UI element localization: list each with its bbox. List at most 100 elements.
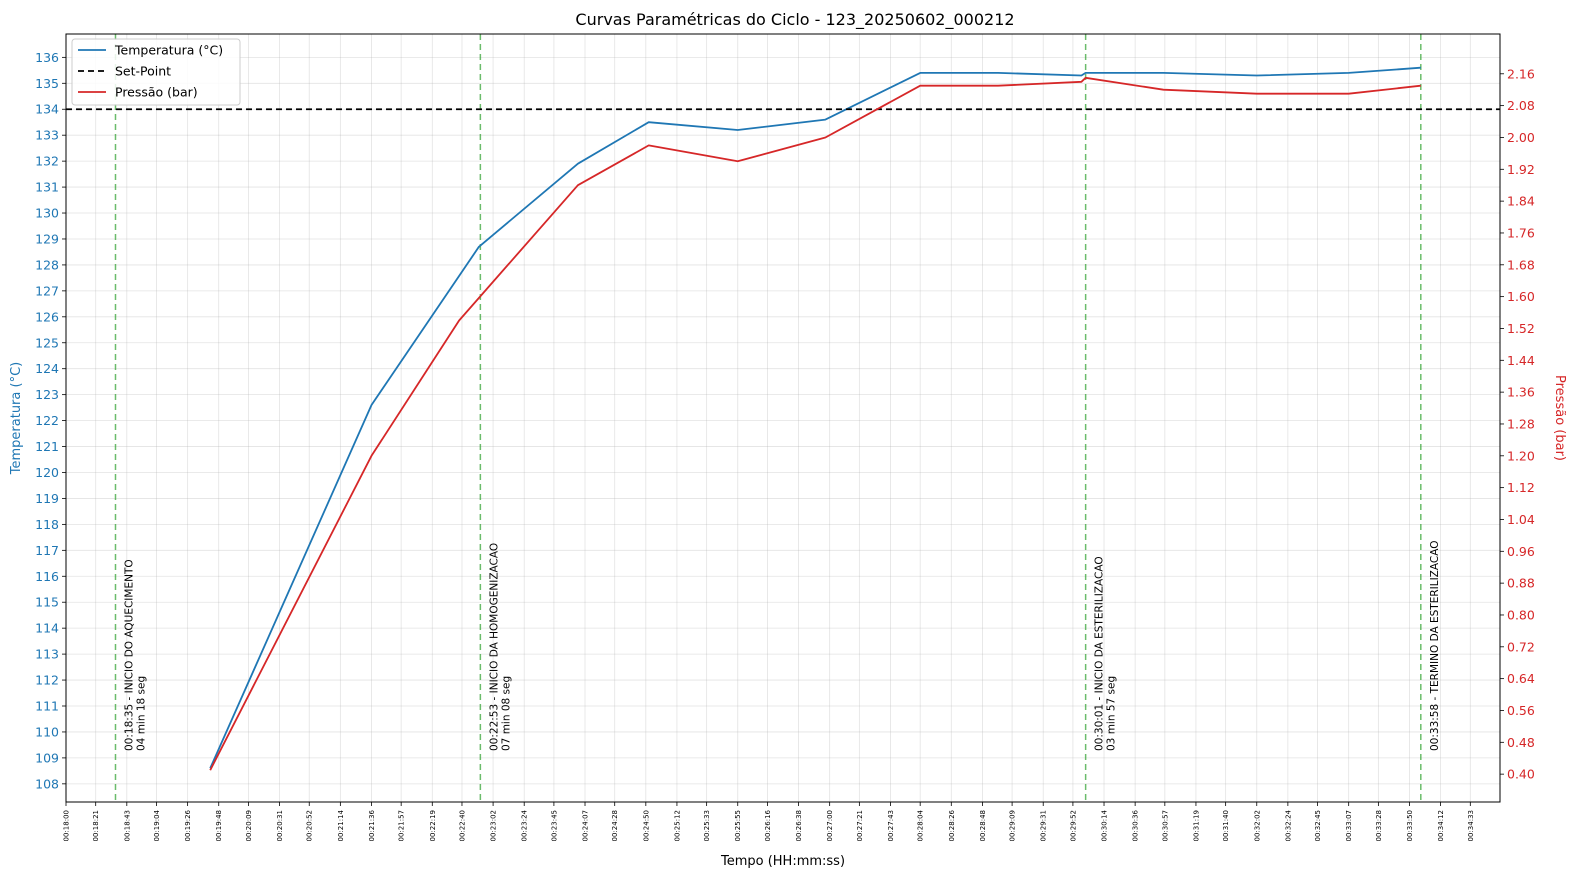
x-tick-label: 00:33:07 <box>1345 810 1353 841</box>
x-tick-label: 00:26:38 <box>795 810 803 841</box>
x-tick-label: 00:28:04 <box>917 809 925 841</box>
y-right-tick-label: 1.84 <box>1507 194 1535 209</box>
x-tick-label: 00:26:16 <box>764 809 772 841</box>
series-line-pressao <box>209 76 1421 771</box>
y-axis-right-label: Pressão (bar) <box>1552 375 1567 461</box>
y-left-tick-label: 135 <box>35 76 59 91</box>
legend-item-set-point: Set-Point <box>115 64 171 79</box>
y-right-tick-label: 0.64 <box>1507 671 1535 686</box>
x-tick-label: 00:21:14 <box>337 809 345 841</box>
x-tick-label: 00:19:26 <box>184 809 192 841</box>
y-left-tick-label: 110 <box>35 724 59 739</box>
y-left-tick-label: 127 <box>35 283 59 298</box>
y-right-tick-label: 0.88 <box>1507 576 1535 591</box>
x-tick-label: 00:23:24 <box>521 809 529 841</box>
x-tick-label: 00:27:21 <box>856 810 864 841</box>
x-tick-label: 00:28:48 <box>979 810 987 841</box>
series-line-temperatura <box>209 66 1421 769</box>
x-tick-label: 00:20:09 <box>245 810 253 841</box>
y-right-tick-label: 0.40 <box>1507 767 1535 782</box>
y-right-tick-label: 2.08 <box>1507 98 1535 113</box>
grid <box>65 34 1500 802</box>
x-tick-label: 00:24:50 <box>642 810 650 841</box>
x-tick-label: 00:33:28 <box>1375 810 1383 841</box>
y-left-tick-label: 108 <box>35 776 59 791</box>
y-right-tick-label: 1.76 <box>1507 225 1535 240</box>
y-right-tick-label: 1.36 <box>1507 385 1535 400</box>
y-right-tick-label: 1.12 <box>1507 480 1535 495</box>
x-tick-label: 00:30:57 <box>1161 810 1169 841</box>
x-tick-label: 00:20:52 <box>306 810 314 841</box>
y-left-tick-label: 112 <box>35 673 59 688</box>
y-left-tick-label: 131 <box>35 180 59 195</box>
y-left-tick-label: 132 <box>35 154 59 169</box>
y-left-tick-label: 129 <box>35 231 59 246</box>
x-tick-label: 00:21:36 <box>368 809 376 841</box>
event-duration: 07 min 08 seg <box>500 676 512 751</box>
y-left-tick-label: 117 <box>35 543 59 558</box>
x-tick-label: 00:19:04 <box>153 809 161 841</box>
y-left-tick-label: 118 <box>35 517 59 532</box>
y-left-tick-label: 134 <box>35 102 59 117</box>
x-tick-label: 00:21:57 <box>398 810 406 841</box>
x-tick-label: 00:20:31 <box>276 810 284 841</box>
x-tick-label: 00:25:12 <box>673 810 681 841</box>
y-left-tick-label: 116 <box>35 569 59 584</box>
y-right-tick-label: 0.72 <box>1507 639 1535 654</box>
x-tick-label: 00:18:43 <box>123 810 131 841</box>
y-right-tick-label: 0.80 <box>1507 607 1535 622</box>
chart-title: Curvas Paramétricas do Ciclo - 123_20250… <box>575 10 1014 30</box>
x-tick-label: 00:31:19 <box>1192 810 1200 841</box>
x-tick-label: 00:22:19 <box>429 810 437 841</box>
x-tick-label: 00:30:36 <box>1132 809 1140 841</box>
y-right-tick-label: 1.60 <box>1507 289 1535 304</box>
event-label: 00:18:35 - INICIO DO AQUECIMENTO <box>123 559 135 751</box>
event-markers: 00:18:35 - INICIO DO AQUECIMENTO 04 min 1… <box>114 34 1441 802</box>
y-axis-left-label: Temperatura (°C) <box>9 362 24 475</box>
x-tick-label: 00:25:55 <box>734 810 742 841</box>
y-left-tick-label: 122 <box>35 413 59 428</box>
x-tick-label: 00:23:02 <box>490 810 498 841</box>
y-left-tick-label: 133 <box>35 128 59 143</box>
y-left-tick-label: 119 <box>35 491 59 506</box>
event-duration: 04 min 18 seg <box>135 676 147 751</box>
x-tick-label: 00:24:28 <box>611 810 619 841</box>
y-left-tick-label: 128 <box>35 257 59 272</box>
x-tick-label: 00:28:26 <box>948 809 956 841</box>
y-right-tick-label: 0.48 <box>1507 735 1535 750</box>
legend-box <box>71 38 241 106</box>
y-left-tick-label: 126 <box>35 309 59 324</box>
y-left-tick-label: 121 <box>35 439 59 454</box>
event-label: 00:30:01 - INICIO DA ESTERILIZACAO <box>1094 556 1106 751</box>
y-right-tick-label: 1.92 <box>1507 162 1535 177</box>
y-right-tick-label: 2.00 <box>1507 130 1535 145</box>
y-right-tick-label: 1.04 <box>1507 512 1535 527</box>
y-left-tick-label: 114 <box>35 621 59 636</box>
x-tick-label: 00:32:24 <box>1284 809 1292 841</box>
x-tick-label: 00:32:02 <box>1253 810 1261 841</box>
y-left-tick-label: 113 <box>35 647 59 662</box>
x-tick-label: 00:29:52 <box>1069 810 1077 841</box>
plot-frame <box>65 33 1501 803</box>
x-tick-label: 00:29:31 <box>1040 810 1048 841</box>
y-right-tick-label: 2.16 <box>1507 66 1535 81</box>
y-left-tick-label: 125 <box>35 335 59 350</box>
x-tick-label: 00:31:40 <box>1222 810 1230 841</box>
y-left-tick-label: 120 <box>35 465 59 480</box>
y-right-tick-label: 1.28 <box>1507 416 1535 431</box>
x-tick-label: 00:33:50 <box>1406 810 1414 841</box>
y-right-tick-label: 0.56 <box>1507 703 1535 718</box>
x-tick-label: 00:34:33 <box>1467 810 1475 841</box>
event-label: 00:33:58 - TERMINO DA ESTERILIZACAO <box>1429 541 1441 751</box>
legend: Temperatura (°C) Set-Point Pressão (bar) <box>71 38 241 106</box>
x-tick-label: 00:27:00 <box>826 810 834 841</box>
y-left-tick-label: 111 <box>35 699 59 714</box>
y-left-tick-label: 136 <box>35 50 59 65</box>
y-right-tick-label: 1.52 <box>1507 321 1535 336</box>
legend-item-pressao: Pressão (bar) <box>115 85 198 100</box>
x-tick-label: 00:24:07 <box>582 810 590 841</box>
y-right-tick-label: 1.68 <box>1507 257 1535 272</box>
x-tick-label: 00:29:09 <box>1009 810 1017 841</box>
y-left-tick-label: 115 <box>35 595 59 610</box>
